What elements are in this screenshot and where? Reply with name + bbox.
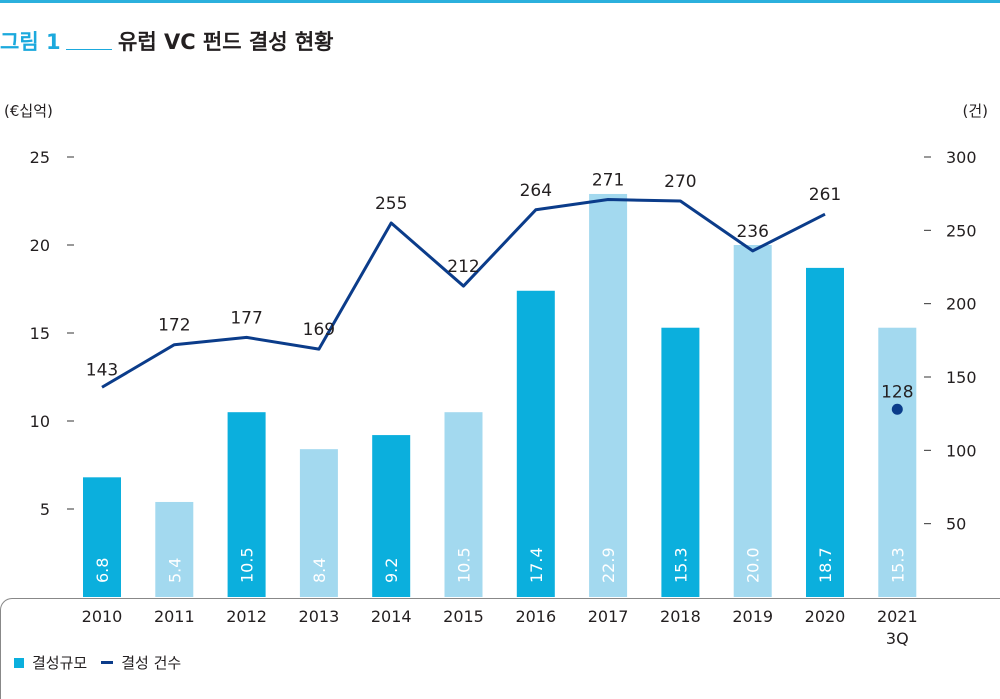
category-label: 2016 [515, 607, 556, 626]
category-label: 2014 [371, 607, 412, 626]
right-axis-tick-label: 50 [946, 515, 966, 534]
bar-value-label: 10.5 [238, 547, 257, 583]
bar [589, 193, 628, 597]
right-axis-tick-label: 300 [946, 148, 977, 167]
deal-count-label: 143 [86, 360, 118, 380]
right-axis-tick-label: 150 [946, 368, 977, 387]
deal-count-line [101, 198, 826, 389]
bar [516, 290, 555, 597]
bar [83, 477, 121, 597]
category-label: 2012 [226, 607, 267, 626]
vc-fund-chart: 5 10 15 20 25 50 100 150 200 250 300 6.8 5.4 10.5 8.4 9… [30, 148, 977, 648]
bar [155, 501, 194, 597]
legend-bar-label: 결성규모 [32, 654, 88, 672]
left-axis-tick-label: 15 [30, 324, 50, 343]
left-axis-tick-label: 20 [30, 236, 50, 255]
legend: 결성규모 결성 건수 [14, 652, 181, 673]
bar-value-label: 5.4 [165, 558, 184, 583]
figure-title-underline [66, 49, 112, 50]
deal-count-label: 212 [447, 257, 479, 277]
left-axis-tick-label: 5 [40, 500, 50, 519]
category-label: 2011 [154, 607, 195, 626]
deal-count-label: 270 [664, 172, 696, 192]
left-axis-tick-label: 10 [30, 412, 50, 431]
deal-count-label: 236 [736, 222, 768, 242]
left-axis-tick-label: 25 [30, 148, 50, 167]
bar-value-label: 20.0 [744, 547, 763, 583]
deal-count-label: 255 [375, 194, 407, 214]
bar-value-label: 15.3 [888, 547, 907, 583]
legend-line-label: 결성 건수 [121, 654, 182, 672]
bar [733, 245, 772, 597]
category-label: 3Q [886, 629, 909, 648]
deal-count-label: 261 [809, 185, 841, 205]
category-label: 2013 [299, 607, 340, 626]
figure-number: 그림 1 [0, 30, 61, 54]
left-axis-unit: (€십억) [4, 102, 53, 120]
deal-count-label: 177 [230, 308, 262, 328]
deal-count-label: 128 [881, 382, 913, 402]
deal-count-label: 172 [158, 316, 190, 336]
bar-value-label: 10.5 [455, 547, 474, 583]
category-label: 2015 [443, 607, 484, 626]
category-label: 2017 [588, 607, 629, 626]
top-accent-rule [0, 0, 1000, 3]
right-axis-tick-label: 100 [946, 441, 977, 460]
right-axis-tick-label: 200 [946, 295, 977, 314]
category-label: 2021 [877, 607, 918, 626]
deal-count-label: 264 [520, 181, 552, 201]
bar [661, 327, 700, 597]
category-label: 2010 [82, 607, 123, 626]
bar [299, 449, 338, 597]
deal-count-point [891, 403, 903, 415]
bar-value-label: 18.7 [816, 547, 835, 583]
category-label: 2020 [805, 607, 846, 626]
bar [227, 412, 266, 597]
right-axis-unit: (건) [962, 102, 988, 120]
deal-count-label: 271 [592, 171, 624, 191]
legend-bar-swatch [14, 657, 24, 668]
bottom-frame [0, 598, 1000, 699]
right-axis-tick-label: 250 [946, 221, 977, 240]
bar-value-label: 8.4 [310, 558, 329, 583]
category-label: 2018 [660, 607, 701, 626]
bar-value-label: 15.3 [671, 547, 690, 583]
bar [878, 327, 917, 597]
bar-value-label: 9.2 [382, 558, 401, 583]
bar [372, 435, 411, 597]
bar-value-label: 17.4 [527, 547, 546, 583]
legend-line-swatch [101, 661, 114, 664]
bar [806, 267, 844, 597]
bar-value-label: 6.8 [93, 558, 112, 583]
bar-value-label: 22.9 [599, 547, 618, 583]
deal-count-label: 169 [303, 320, 335, 340]
bar [444, 412, 483, 597]
category-label: 2019 [732, 607, 773, 626]
figure-title: 유럽 VC 펀드 결성 현황 [118, 30, 334, 54]
